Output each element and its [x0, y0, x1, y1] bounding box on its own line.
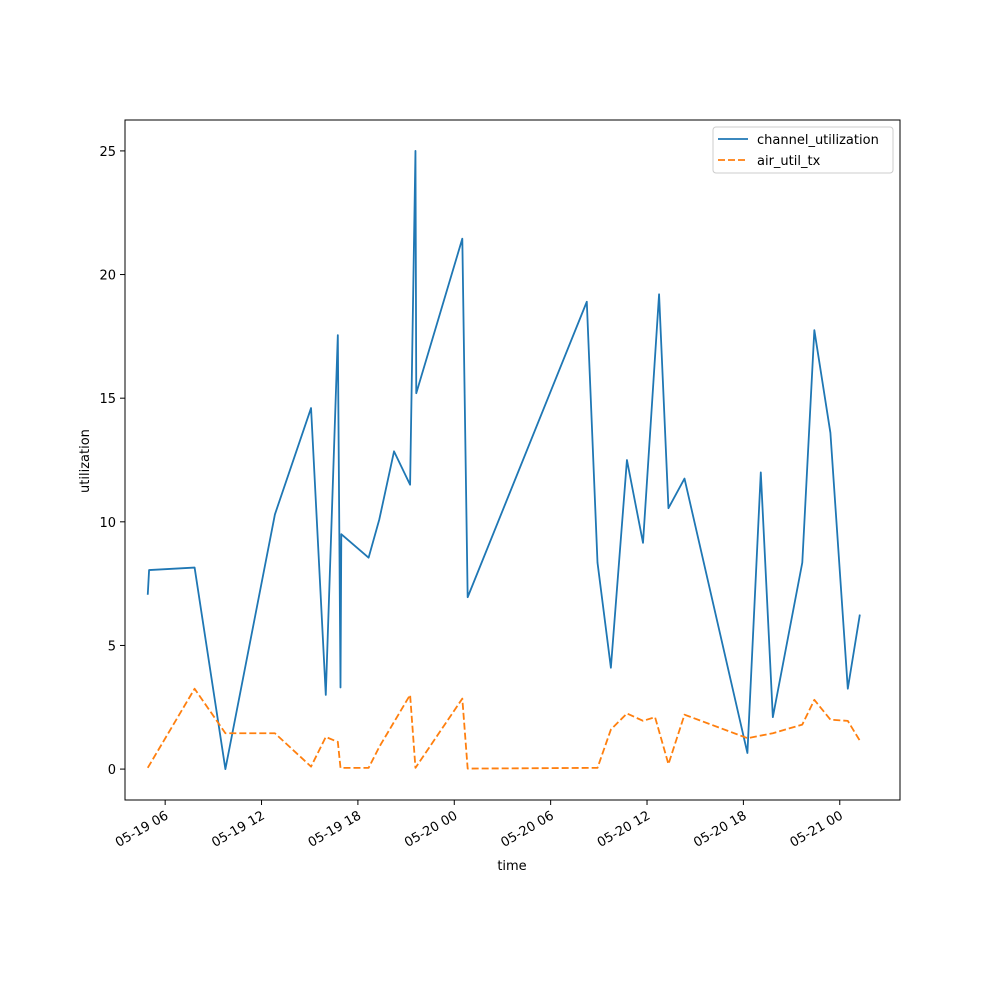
y-tick-label: 20: [99, 269, 116, 284]
y-axis-title: utilization: [78, 429, 93, 493]
y-axis-ticks: 0 5 10 15 20 25: [99, 145, 125, 778]
y-tick-label: 5: [108, 639, 116, 654]
x-axis-title: time: [497, 859, 526, 874]
series-line-channel-utilization: [146, 150, 861, 770]
y-tick-label: 15: [99, 392, 116, 407]
legend-box: [712, 126, 894, 174]
y-tick-label: 0: [108, 763, 116, 778]
y-tick-label: 25: [99, 145, 116, 160]
y-tick-label: 10: [99, 516, 116, 531]
series-layer: [146, 150, 861, 770]
plot-frame: [124, 119, 901, 801]
legend: channel_utilization air_util_tx: [712, 126, 894, 174]
series-line-air-util-tx: [146, 687, 861, 770]
legend-label-channel-utilization: channel_utilization: [757, 133, 879, 148]
plot-area: [125, 120, 900, 800]
legend-label-air-util-tx: air_util_tx: [757, 154, 821, 169]
